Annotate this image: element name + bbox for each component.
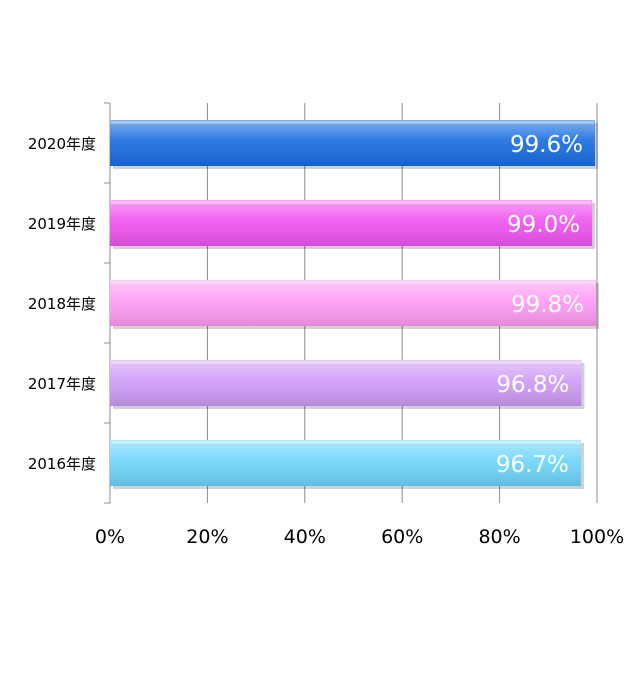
bar-gloss — [110, 200, 593, 246]
bar — [110, 360, 585, 409]
category-label: 2019年度 — [28, 215, 96, 233]
data-label: 99.0% — [507, 212, 580, 238]
data-labels: 99.6% 99.0% 99.8% 96.8% 96.7% — [496, 132, 584, 478]
bar — [110, 120, 599, 169]
data-label: 96.8% — [496, 372, 569, 398]
bar-gloss — [110, 280, 597, 326]
x-tick-label: 20% — [186, 526, 228, 548]
data-label: 99.6% — [510, 132, 583, 158]
category-label: 2018年度 — [28, 295, 96, 313]
bar-highlight — [111, 441, 580, 444]
x-tick-label: 40% — [284, 526, 326, 548]
bar — [110, 280, 600, 329]
bar-highlight — [111, 281, 596, 284]
data-label: 96.7% — [496, 452, 569, 478]
bar-highlight — [111, 361, 581, 364]
axes — [104, 102, 111, 504]
bar-highlight — [111, 201, 592, 204]
bars — [110, 120, 600, 489]
bar — [110, 200, 596, 249]
category-label: 2020年度 — [28, 135, 96, 153]
x-tick-label: 60% — [381, 526, 423, 548]
category-label: 2017年度 — [28, 375, 96, 393]
x-tick-label: 80% — [478, 526, 520, 548]
bar-gloss — [110, 440, 581, 486]
bar-highlight — [111, 121, 595, 124]
bar-gloss — [110, 120, 596, 166]
bar — [110, 440, 584, 489]
x-tick-labels: 0% 20% 40% 60% 80% 100% — [95, 526, 624, 548]
x-tick-label: 100% — [570, 526, 624, 548]
data-label: 99.8% — [511, 292, 584, 318]
category-label: 2016年度 — [28, 455, 96, 473]
bar-gloss — [110, 360, 582, 406]
x-tick-label: 0% — [95, 526, 125, 548]
category-labels: 2020年度 2019年度 2018年度 2017年度 2016年度 — [28, 135, 96, 473]
